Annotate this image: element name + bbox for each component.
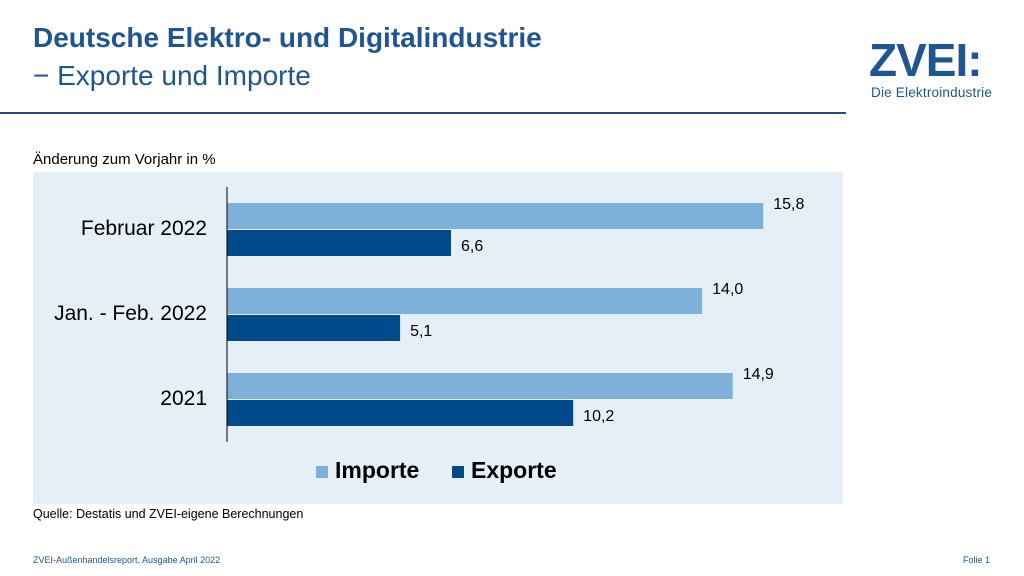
bar-importe xyxy=(227,203,764,229)
data-label: 10,2 xyxy=(583,408,614,425)
legend-label-importe: Importe xyxy=(335,457,419,483)
legend-swatch-exporte xyxy=(452,466,464,478)
zvei-logo: ZVEI: xyxy=(869,34,983,86)
data-label: 14,9 xyxy=(743,366,774,383)
bar-importe xyxy=(227,373,733,399)
page-title: Deutsche Elektro- und Digitalindustrie xyxy=(33,22,542,53)
legend-label-exporte: Exporte xyxy=(471,457,557,483)
footer-report-name: ZVEI-Außenhandelsreport, Ausgabe April 2… xyxy=(33,555,221,565)
header-divider xyxy=(0,112,846,114)
category-label: Februar 2022 xyxy=(81,217,207,240)
source-note: Quelle: Destatis und ZVEI-eigene Berechn… xyxy=(33,507,304,521)
bar-chart: Februar 2022 15,8 6,6 Jan. - Feb. 2022 14,0 5… xyxy=(54,187,804,483)
legend-swatch-importe xyxy=(316,466,328,478)
logo-tagline: Die Elektroindustrie xyxy=(871,85,993,100)
bar-exporte xyxy=(227,315,401,341)
data-label: 6,6 xyxy=(461,238,483,255)
category-label: 2021 xyxy=(160,387,207,410)
category-label: Jan. - Feb. 2022 xyxy=(54,302,207,325)
page-subtitle: − Exporte und Importe xyxy=(33,60,311,91)
logo-mark: ZVEI: xyxy=(869,34,982,86)
bar-exporte xyxy=(227,230,451,256)
bar-importe xyxy=(227,288,703,314)
footer-slide-number: Folie 1 xyxy=(962,555,990,565)
bar-exporte xyxy=(227,400,574,426)
data-label: 15,8 xyxy=(773,196,804,213)
data-label: 5,1 xyxy=(410,323,432,340)
data-label: 14,0 xyxy=(712,281,743,298)
chart-subtitle: Änderung zum Vorjahr in % xyxy=(33,151,216,168)
